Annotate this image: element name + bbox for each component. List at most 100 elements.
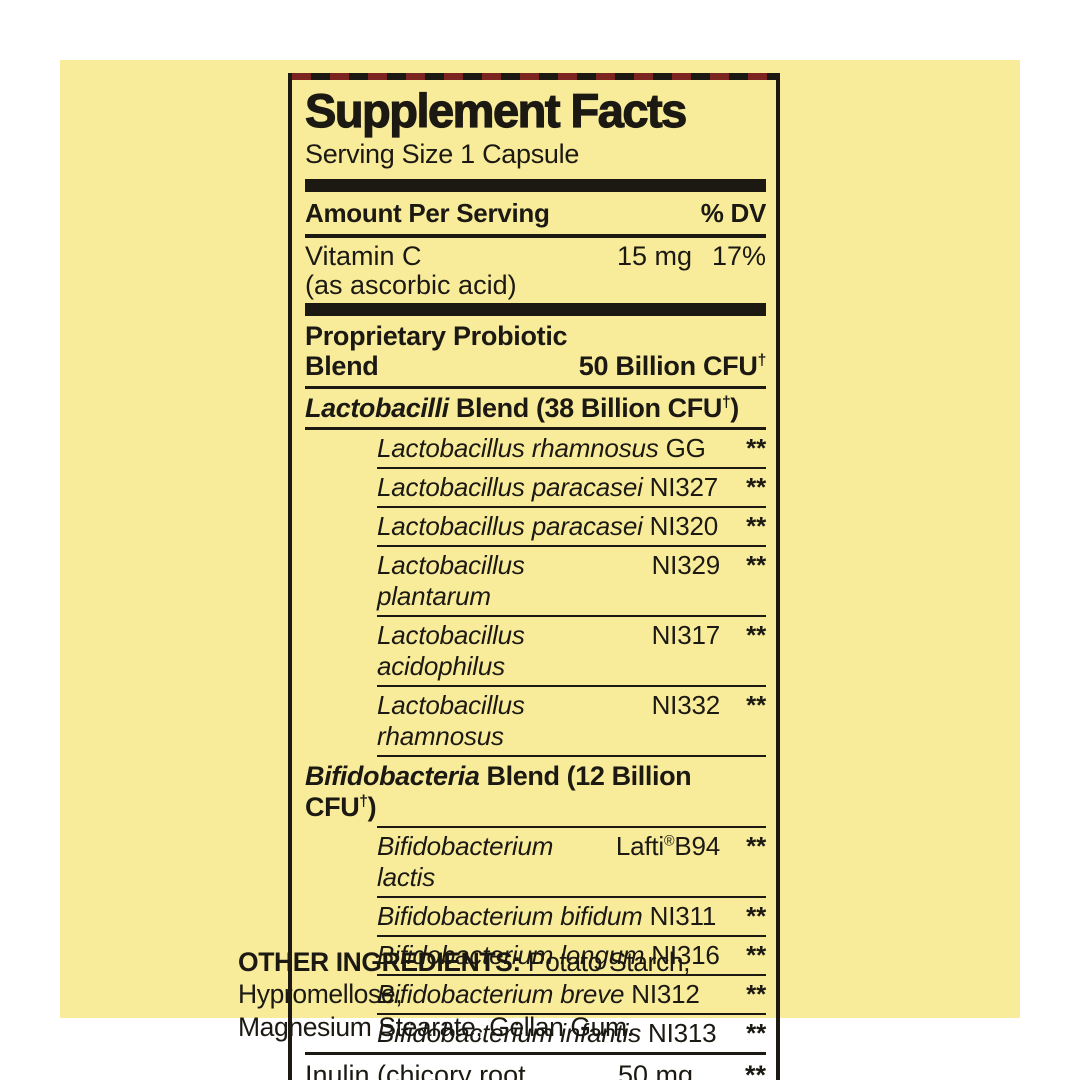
divider <box>377 973 766 976</box>
species-name: Bifidobacterium longum <box>377 939 645 970</box>
ingredient-amount: 50 mg <box>617 1059 693 1080</box>
blend-line2: Blend 50 Billion CFU† <box>305 351 766 381</box>
supplement-facts-panel: Supplement Facts Serving Size 1 Capsule … <box>288 73 780 1080</box>
dv-asterisks: ** <box>746 900 766 931</box>
percent-dv-label: % DV <box>700 197 767 228</box>
species-row: Lactobacillus acidophilus NI317 ** <box>377 617 766 685</box>
other-ingredients-line2: Magnesium Stearate, Gellan Gum. <box>238 1011 634 1042</box>
dv-asterisks: ** <box>746 830 766 861</box>
dv-asterisks: ** <box>746 432 766 463</box>
species-name: Lactobacillus paracasei <box>377 471 643 502</box>
species-name: Bifidobacterium lactis <box>377 830 554 892</box>
dv-asterisks: ** <box>746 939 766 970</box>
species-name: Bifidobacterium bifidum <box>377 900 643 931</box>
red-dashed-top-border <box>292 73 776 80</box>
group-genus: Bifidobacteria <box>305 760 480 791</box>
divider <box>377 505 766 508</box>
panel-content: Supplement Facts Serving Size 1 Capsule … <box>292 80 776 1080</box>
dv-asterisks: ** <box>746 471 766 502</box>
divider <box>305 385 766 389</box>
other-ingredients-label: OTHER INGREDIENTS: <box>238 947 521 977</box>
species-row: Lactobacillus rhamnosus GG ** <box>377 430 766 467</box>
strain-id: GG <box>665 432 706 463</box>
serving-size-text: Serving Size 1 Capsule <box>305 138 580 169</box>
proprietary-blend-row: Proprietary Probiotic Blend 50 Billion C… <box>305 316 766 385</box>
label-canvas: Supplement Facts Serving Size 1 Capsule … <box>60 60 1020 1080</box>
vitamin-c-name: Vitamin C (as ascorbic acid) <box>305 240 517 301</box>
group-heading-rest: Blend (12 Billion CFU <box>305 760 692 822</box>
dv-asterisks: ** <box>746 978 766 1009</box>
strain-id: NI313 <box>648 1017 717 1048</box>
species-name: Lactobacillus rhamnosus <box>377 689 525 751</box>
species-name: Bifidobacterium infantis <box>377 1017 641 1048</box>
divider <box>377 544 766 547</box>
dagger-mark: † <box>359 792 368 810</box>
strain-id: NI316 <box>651 939 720 970</box>
group-heading-close: ) <box>367 791 377 822</box>
amount-per-serving-label: Amount Per Serving <box>305 197 550 228</box>
species-row: Bifidobacterium infantis NI313 ** <box>377 1015 766 1052</box>
species-name: Bifidobacterium breve <box>377 978 625 1009</box>
species-row: Lactobacillus paracasei NI327 ** <box>377 469 766 506</box>
group-genus: Lactobacilli <box>305 392 449 423</box>
divider <box>377 825 766 828</box>
species-name: Lactobacillus paracasei <box>377 510 643 541</box>
ingredient-dv: 17% <box>711 240 766 271</box>
divider <box>305 1051 766 1055</box>
divider <box>377 754 766 757</box>
strain-id: NI320 <box>649 510 719 541</box>
panel-title: Supplement Facts <box>304 84 688 137</box>
strain-id: NI329 <box>651 549 721 580</box>
registered-mark: ® <box>663 833 675 850</box>
strain-id: NI311 <box>649 900 717 931</box>
divider <box>305 233 766 238</box>
inulin-row: Inulin (chicory root extract) 50 mg ** <box>305 1055 766 1080</box>
dv-asterisks: ** <box>746 1017 766 1048</box>
divider <box>305 426 766 430</box>
group-heading-rest: Blend (38 Billion CFU <box>448 392 723 423</box>
ingredient-subname: (as ascorbic acid) <box>305 270 517 301</box>
species-row: Lactobacillus rhamnosus NI332 ** <box>377 687 766 755</box>
dv-asterisks: ** <box>746 549 766 580</box>
group-heading-close: ) <box>730 392 739 423</box>
blend-amount: 50 Billion CFU† <box>578 351 767 382</box>
ingredient-name: Inulin (chicory root extract) <box>305 1059 526 1080</box>
ingredient-name: Vitamin C <box>305 240 422 271</box>
dv-asterisks: ** <box>746 510 766 541</box>
strain-id: NI327 <box>649 471 719 502</box>
divider <box>377 614 766 617</box>
vitamin-c-row: Vitamin C (as ascorbic acid) 15 mg 17% <box>305 238 766 303</box>
ingredient-amount: 15 mg <box>616 240 692 271</box>
other-ingredients-line1: Potato Starch, Hypromellose, <box>238 947 691 1010</box>
divider <box>377 895 766 898</box>
group-heading-lactobacilli: Lactobacilli Blend (38 Billion CFU†) <box>305 389 766 427</box>
dagger-mark: † <box>721 393 731 411</box>
blend-name-line1: Proprietary Probiotic <box>305 321 568 352</box>
group-heading-bifidobacteria: Bifidobacteria Blend (12 Billion CFU†) <box>305 757 766 826</box>
divider <box>377 934 766 937</box>
thick-divider <box>305 303 766 317</box>
divider <box>377 684 766 687</box>
species-row: Lactobacillus paracasei NI320 ** <box>377 508 766 545</box>
species-row: Bifidobacterium bifidum NI311 ** <box>377 898 766 935</box>
thick-divider <box>305 178 766 192</box>
dv-asterisks: ** <box>744 1059 766 1080</box>
other-ingredients: OTHER INGREDIENTS: Potato Starch, Hyprom… <box>238 946 858 1043</box>
dv-asterisks: ** <box>746 619 766 650</box>
strain-id: NI332 <box>651 689 721 720</box>
species-row: Bifidobacterium lactis Lafti®B94 ** <box>377 828 766 896</box>
species-name: Lactobacillus acidophilus <box>377 619 525 681</box>
divider <box>377 1012 766 1015</box>
species-name: Lactobacillus rhamnosus <box>377 432 659 463</box>
divider <box>377 466 766 469</box>
species-row: Bifidobacterium longum NI316 ** <box>377 937 766 974</box>
strain-id: NI317 <box>651 619 721 650</box>
blend-name-line2: Blend <box>305 351 379 382</box>
species-name: Lactobacillus plantarum <box>377 549 525 611</box>
species-row: Bifidobacterium breve NI312 ** <box>377 976 766 1013</box>
dagger-mark: † <box>757 352 767 370</box>
strain-id: NI312 <box>631 978 700 1009</box>
dv-asterisks: ** <box>746 689 766 720</box>
species-row: Lactobacillus plantarum NI329 ** <box>377 547 766 615</box>
